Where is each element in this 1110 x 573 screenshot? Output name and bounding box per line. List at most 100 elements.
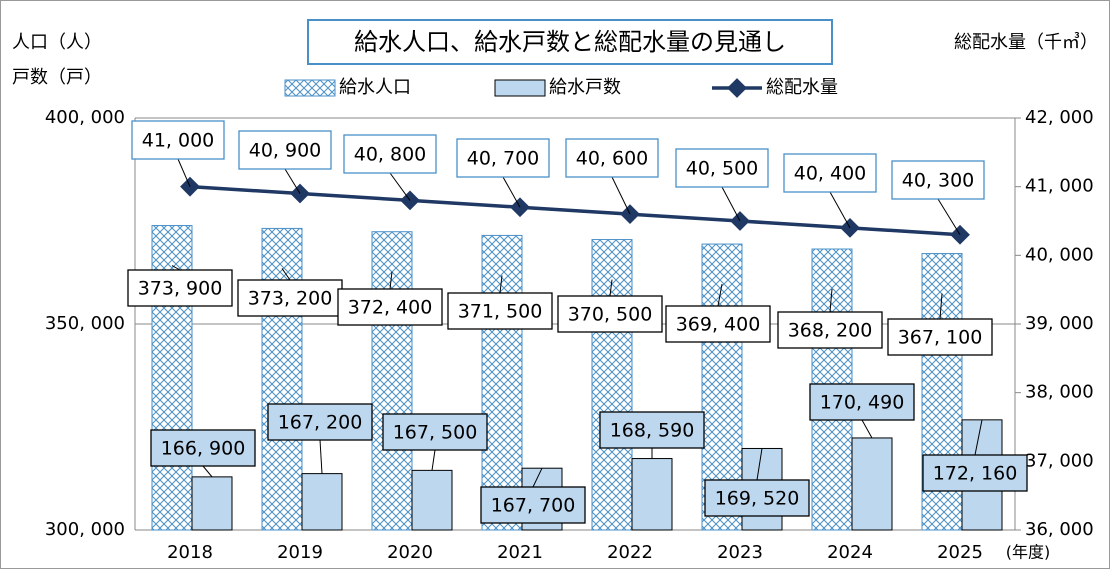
x-tick-label: 2018 (167, 542, 213, 563)
data-label: 367, 100 (898, 327, 983, 349)
data-label: 40, 700 (467, 148, 540, 170)
leader-line (717, 283, 723, 307)
leader-line (284, 168, 301, 194)
y-axis-label: 人口（人） (12, 32, 102, 53)
leader-line (389, 271, 393, 290)
data-label-box (557, 295, 663, 333)
x-tick-label: 2019 (277, 542, 323, 563)
data-label-box (665, 305, 771, 343)
data-label: 372, 400 (348, 297, 433, 319)
x-tick-label: 2023 (717, 542, 763, 563)
x-tick-label: 2022 (607, 542, 653, 563)
data-label: 40, 300 (902, 170, 975, 192)
data-label: 40, 400 (794, 163, 867, 185)
x-axis-unit: (年度) (1006, 543, 1051, 562)
data-label: 368, 200 (788, 320, 873, 342)
bar (481, 234, 523, 531)
legend-swatch (727, 78, 747, 98)
data-label: 168, 590 (610, 420, 695, 442)
leader-line (937, 198, 961, 235)
leader-line (829, 191, 851, 229)
legend-swatch (284, 79, 336, 97)
leader-line (499, 275, 503, 294)
legend-label: 総配水量 (766, 77, 838, 98)
data-label-box (777, 311, 883, 349)
data-label-box (480, 486, 586, 524)
leader-line (939, 293, 943, 320)
leader-line (319, 439, 323, 474)
y-tick-label: 400, 000 (45, 107, 125, 128)
data-label-box (809, 383, 915, 421)
data-label-box (447, 292, 553, 330)
y2-tick-label: 36, 000 (1025, 519, 1094, 540)
data-label: 40, 500 (686, 158, 759, 180)
data-label: 373, 900 (138, 278, 223, 300)
y2-tick-label: 42, 000 (1025, 107, 1094, 128)
bar (191, 476, 233, 531)
data-label: 373, 200 (248, 288, 333, 310)
data-label-box (922, 454, 1028, 492)
bar (851, 437, 893, 531)
y-axis-label: 戸数（戸） (12, 67, 102, 88)
legend-swatch (494, 79, 546, 97)
leader-line (202, 465, 213, 478)
data-label-box (783, 153, 877, 193)
y2-tick-label: 41, 000 (1025, 176, 1094, 197)
data-label: 371, 500 (458, 301, 543, 323)
data-label: 169, 520 (715, 488, 800, 510)
leader-line (281, 268, 291, 281)
y-tick-label: 350, 000 (45, 313, 125, 334)
x-tick-label: 2021 (497, 542, 543, 563)
data-label-box (565, 138, 659, 178)
leader-line (861, 419, 873, 439)
data-label-box (238, 130, 332, 170)
x-tick-label: 2025 (937, 542, 983, 563)
data-label-box (237, 279, 343, 317)
y2-tick-label: 39, 000 (1025, 313, 1094, 334)
data-label: 167, 500 (393, 422, 478, 444)
bar (301, 473, 343, 531)
title-box (307, 19, 833, 65)
leader-line (609, 279, 613, 297)
leader-line (756, 448, 763, 481)
data-label: 40, 800 (354, 144, 427, 166)
data-label: 41, 000 (142, 130, 215, 152)
data-label: 172, 160 (933, 463, 1018, 485)
leader-line (389, 172, 411, 201)
data-label: 40, 900 (249, 140, 322, 162)
data-label-box (891, 160, 985, 200)
chart-title: 給水人口、給水戸数と総配水量の見通し (354, 28, 786, 56)
data-label-box (599, 411, 705, 449)
bar (411, 469, 453, 531)
y-tick-label: 300, 000 (45, 519, 125, 540)
data-label-box (127, 269, 233, 307)
y2-axis-label: 総配水量（千㎥） (954, 32, 1098, 53)
leader-line (721, 186, 741, 222)
leader-line (502, 176, 521, 208)
data-label-box (456, 138, 550, 178)
data-label-box (337, 288, 443, 326)
x-tick-label: 2020 (387, 542, 433, 563)
data-label: 166, 900 (161, 438, 246, 460)
data-label: 369, 400 (676, 314, 761, 336)
x-tick-label: 2024 (827, 542, 873, 563)
data-label: 167, 200 (278, 412, 363, 434)
bar (261, 227, 303, 531)
data-label: 40, 600 (576, 148, 649, 170)
leader-line (611, 176, 631, 215)
leader-line (974, 419, 983, 456)
data-label-box (887, 318, 993, 356)
leader-line (431, 449, 436, 471)
data-label-box (704, 479, 810, 517)
legend-label: 給水人口 (339, 77, 411, 98)
data-label: 167, 700 (491, 495, 576, 517)
y2-tick-label: 40, 000 (1025, 244, 1094, 265)
data-label-box (382, 413, 488, 451)
data-label-box (150, 429, 256, 467)
bar (631, 458, 673, 531)
data-label-box (343, 134, 437, 174)
data-label: 170, 490 (820, 392, 905, 414)
leader-line (829, 288, 833, 313)
leader-line (177, 158, 191, 187)
